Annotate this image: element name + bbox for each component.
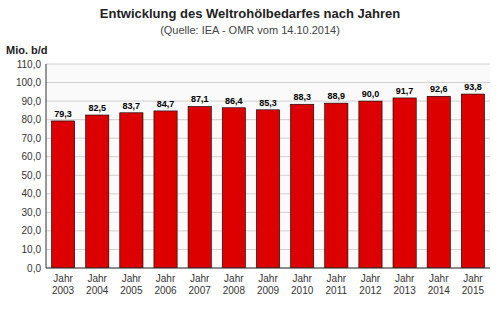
data-label: 88,3 [293,92,311,102]
x-tick-label: Jahr2015 [462,273,485,296]
x-axis-line [46,268,490,269]
data-label: 83,7 [123,101,141,111]
y-tick-label: 90,0 [22,96,42,107]
y-tick-label: 70,0 [22,133,42,144]
x-tick-label: Jahr2014 [428,273,451,296]
x-tick-label: Jahr2004 [86,273,109,296]
background [0,0,500,326]
x-tick-label: Jahr2008 [223,273,246,296]
y-tick-label: 10,0 [22,244,42,255]
bar [256,110,279,268]
x-tick-label: Jahr2011 [326,273,348,296]
data-label: 88,9 [328,91,346,101]
bar [427,96,450,268]
grid-line [46,268,490,269]
y-axis-line [46,64,47,268]
bars [51,94,484,268]
data-label: 91,7 [396,86,414,96]
x-tick-label: Jahr2007 [189,273,212,296]
bar [325,103,348,268]
y-tick-label: 60,0 [22,151,42,162]
data-label: 86,4 [225,96,243,106]
grid-line [46,64,490,65]
y-tick-label: 30,0 [22,207,42,218]
subtitle: (Quelle: IEA - OMR vom 14.10.2014) [160,24,340,36]
bar [222,108,245,268]
x-tick-label: Jahr2010 [291,273,314,296]
x-tick-label: Jahr2009 [257,273,280,296]
data-label: 82,5 [88,103,106,113]
data-label: 92,6 [430,84,448,94]
chart: Entwicklung des Weltrohölbedarfes nach J… [0,0,500,326]
y-tick-label: 40,0 [22,188,42,199]
bar [86,115,109,268]
data-label: 87,1 [191,94,209,104]
x-tick-label: Jahr2012 [359,273,382,296]
bar [154,111,177,268]
y-tick-label: 110,0 [17,59,42,70]
data-label: 84,7 [157,99,175,109]
bar [291,104,314,268]
bar [120,113,143,268]
data-labels: 79,3 82,5 83,7 84,7 87,1 86,4 85,3 88,3 88,9 90,0… [54,82,481,119]
bar [359,101,382,268]
y-tick-label: 50,0 [22,170,42,181]
y-axis-label: Mio. b/d [6,44,48,56]
data-label: 90,0 [362,89,380,99]
y-tick-label: 80,0 [22,114,42,125]
data-label: 85,3 [259,98,277,108]
bar [461,94,484,268]
grid [46,64,490,268]
x-tick-label: Jahr2005 [120,273,143,296]
data-label: 79,3 [54,109,72,119]
data-label: 93,8 [464,82,482,92]
bar [393,98,416,268]
x-tick-label: Jahr2003 [52,273,75,296]
y-tick-label: 100,0 [16,77,41,88]
grid-line [46,82,490,83]
x-tick-label: Jahr2006 [154,273,177,296]
title: Entwicklung des Weltrohölbedarfes nach J… [100,6,400,21]
bar [51,121,74,268]
plot-area [46,64,490,268]
bar [188,106,211,268]
y-tick-label: 0,0 [27,263,41,274]
x-tick-label: Jahr2013 [393,273,416,296]
y-tick-label: 20,0 [22,225,42,236]
